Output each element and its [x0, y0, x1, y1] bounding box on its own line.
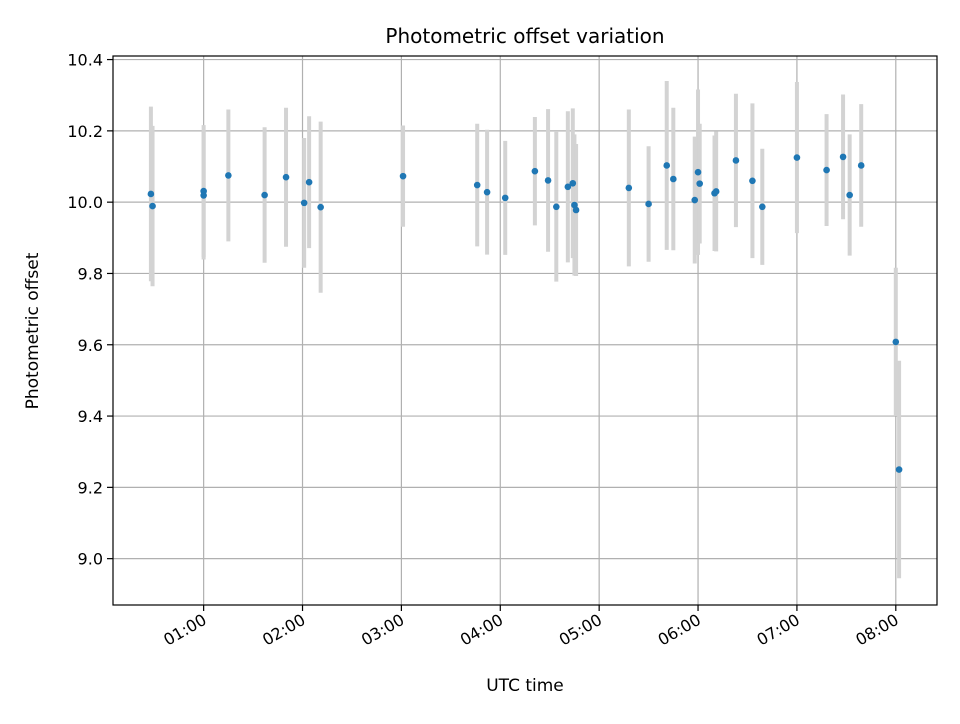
y-tick-label: 10.2	[67, 122, 103, 141]
data-point	[732, 157, 740, 164]
data-point	[625, 184, 633, 192]
data-point	[857, 162, 865, 169]
data-point	[225, 172, 232, 179]
data-point	[712, 188, 720, 195]
y-axis-label: Photometric offset	[23, 252, 43, 409]
y-tick-label: 9.8	[78, 264, 103, 283]
data-point	[572, 206, 580, 214]
data-point	[305, 178, 313, 186]
data-point	[261, 191, 268, 199]
data-point	[564, 183, 572, 191]
data-point	[694, 168, 702, 176]
data-point	[846, 191, 853, 199]
data-point	[282, 173, 290, 181]
data-point	[793, 154, 801, 161]
data-point	[670, 175, 677, 183]
data-point	[473, 181, 481, 189]
data-point	[823, 166, 830, 174]
y-axis-ticks: 9.0 9.2 9.4 9.6 9.8 10.0 10.2 10.4	[67, 51, 113, 569]
x-axis-label: UTC time	[486, 676, 564, 696]
data-point	[553, 203, 560, 211]
data-point	[696, 180, 703, 187]
data-point	[531, 167, 539, 175]
plot-frame	[112, 55, 938, 606]
y-tick-label: 10.0	[67, 193, 103, 212]
data-point	[691, 196, 699, 204]
data-point	[663, 162, 671, 169]
y-tick-label: 9.0	[78, 550, 103, 569]
y-tick-label: 10.4	[67, 51, 103, 70]
chart-title: Photometric offset variation	[385, 24, 664, 48]
data-point	[569, 179, 577, 187]
y-tick-label: 9.2	[78, 478, 103, 497]
data-point	[147, 190, 155, 198]
data-point	[759, 203, 766, 211]
data-point	[300, 199, 308, 207]
data-point	[149, 202, 156, 210]
y-tick-label: 9.4	[78, 407, 103, 426]
data-point	[571, 201, 578, 209]
data-point	[645, 200, 652, 208]
data-point	[544, 177, 552, 184]
data-point	[895, 466, 903, 473]
data-point	[399, 172, 407, 180]
data-point	[501, 194, 509, 202]
data-point	[749, 177, 756, 185]
y-grid	[113, 58, 937, 560]
data-point	[892, 338, 900, 346]
data-point	[317, 203, 324, 211]
y-tick-label: 9.6	[78, 336, 103, 355]
data-points	[147, 153, 903, 473]
data-point	[200, 192, 207, 199]
data-point	[839, 153, 847, 161]
data-point	[483, 188, 491, 196]
